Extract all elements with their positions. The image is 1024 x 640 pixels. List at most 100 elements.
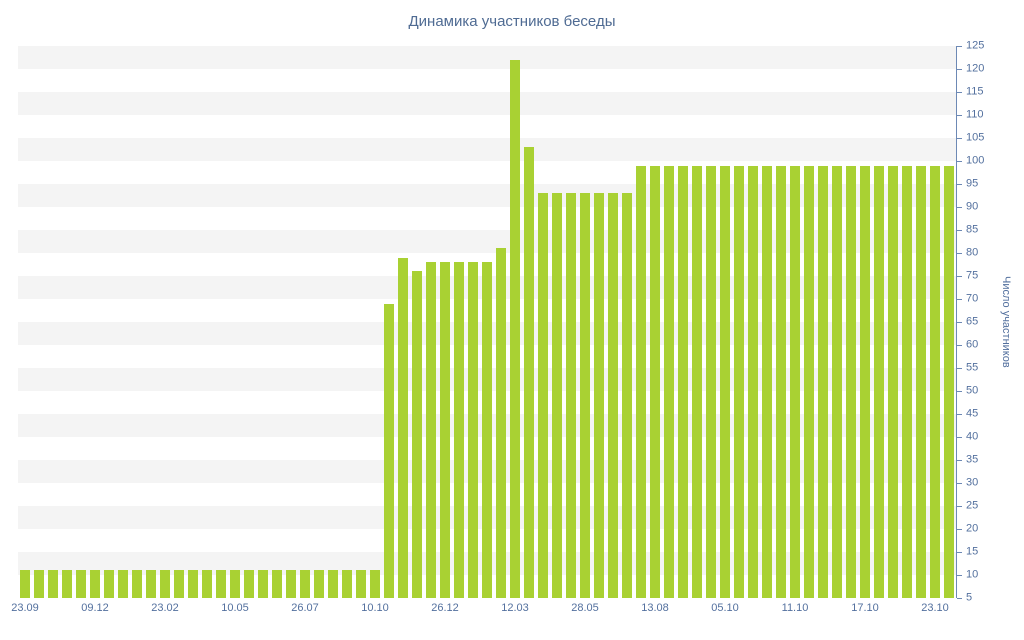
bar[interactable] (61, 570, 73, 598)
bar[interactable] (425, 262, 437, 598)
bar[interactable] (271, 570, 283, 598)
bar[interactable] (453, 262, 465, 598)
bar[interactable] (495, 248, 507, 598)
y-axis-tick-label: 105 (966, 131, 985, 144)
bar[interactable] (607, 193, 619, 598)
bar[interactable] (901, 165, 913, 598)
bar[interactable] (103, 570, 115, 598)
x-axis-label: 28.05 (571, 602, 599, 614)
bar[interactable] (243, 570, 255, 598)
bar[interactable] (817, 165, 829, 598)
bar[interactable] (803, 165, 815, 598)
y-axis-tick (957, 69, 962, 70)
bar[interactable] (719, 165, 731, 598)
bar[interactable] (663, 165, 675, 598)
grid-band (18, 184, 956, 207)
x-axis-label: 10.10 (361, 602, 389, 614)
bar[interactable] (439, 262, 451, 598)
bar[interactable] (257, 570, 269, 598)
y-axis-tick (957, 506, 962, 507)
bar[interactable] (355, 570, 367, 598)
bar[interactable] (649, 165, 661, 598)
bar[interactable] (145, 570, 157, 598)
grid-band (18, 161, 956, 184)
bar[interactable] (411, 271, 423, 598)
bar[interactable] (635, 165, 647, 598)
y-axis-tick-label: 65 (966, 315, 979, 328)
y-axis-tick (957, 391, 962, 392)
bar[interactable] (215, 570, 227, 598)
y-axis-tick (957, 529, 962, 530)
bar[interactable] (789, 165, 801, 598)
bar[interactable] (75, 570, 87, 598)
bar[interactable] (621, 193, 633, 598)
bar[interactable] (915, 165, 927, 598)
grid-band (18, 138, 956, 161)
plot-area (18, 46, 956, 598)
bar[interactable] (831, 165, 843, 598)
bar[interactable] (943, 165, 955, 598)
bar[interactable] (691, 165, 703, 598)
y-axis-tick (957, 322, 962, 323)
bar[interactable] (173, 570, 185, 598)
y-axis-tick (957, 207, 962, 208)
bar[interactable] (89, 570, 101, 598)
y-axis-tick (957, 299, 962, 300)
bar[interactable] (159, 570, 171, 598)
y-axis-tick-label: 115 (966, 85, 984, 98)
y-axis-tick (957, 253, 962, 254)
bar[interactable] (313, 570, 325, 598)
y-axis-tick-label: 110 (966, 108, 984, 121)
y-axis-tick-label: 60 (966, 338, 979, 351)
x-axis-label: 23.10 (921, 602, 949, 614)
grid-band (18, 207, 956, 230)
bar[interactable] (509, 59, 521, 598)
bar[interactable] (467, 262, 479, 598)
bar[interactable] (201, 570, 213, 598)
bar[interactable] (523, 147, 535, 598)
bar[interactable] (285, 570, 297, 598)
bar[interactable] (733, 165, 745, 598)
bar[interactable] (187, 570, 199, 598)
bar[interactable] (873, 165, 885, 598)
y-axis-tick-label: 120 (966, 62, 985, 75)
bar[interactable] (761, 165, 773, 598)
bar[interactable] (47, 570, 59, 598)
bar[interactable] (19, 570, 31, 598)
bar[interactable] (537, 193, 549, 598)
bar[interactable] (565, 193, 577, 598)
bar[interactable] (383, 303, 395, 598)
bar[interactable] (299, 570, 311, 598)
bar[interactable] (327, 570, 339, 598)
y-axis-tick (957, 460, 962, 461)
y-axis-tick-label: 35 (966, 453, 979, 466)
bar[interactable] (859, 165, 871, 598)
y-axis-tick-label: 10 (966, 568, 979, 581)
bar[interactable] (551, 193, 563, 598)
y-axis-tick-label: 40 (966, 430, 979, 443)
bar[interactable] (481, 262, 493, 598)
bar[interactable] (117, 570, 129, 598)
y-axis-tick (957, 184, 962, 185)
bar[interactable] (33, 570, 45, 598)
bar[interactable] (229, 570, 241, 598)
bar[interactable] (677, 165, 689, 598)
bar[interactable] (397, 257, 409, 598)
bar[interactable] (579, 193, 591, 598)
bar[interactable] (131, 570, 143, 598)
x-axis-label: 26.07 (291, 602, 319, 614)
bar[interactable] (593, 193, 605, 598)
bar[interactable] (341, 570, 353, 598)
y-axis-tick (957, 92, 962, 93)
y-axis-tick (957, 368, 962, 369)
bar[interactable] (887, 165, 899, 598)
bar[interactable] (369, 570, 381, 598)
bar[interactable] (845, 165, 857, 598)
bar[interactable] (747, 165, 759, 598)
y-axis-tick (957, 437, 962, 438)
bar[interactable] (705, 165, 717, 598)
x-axis-label: 12.03 (501, 602, 529, 614)
bar[interactable] (775, 165, 787, 598)
bar[interactable] (929, 165, 941, 598)
